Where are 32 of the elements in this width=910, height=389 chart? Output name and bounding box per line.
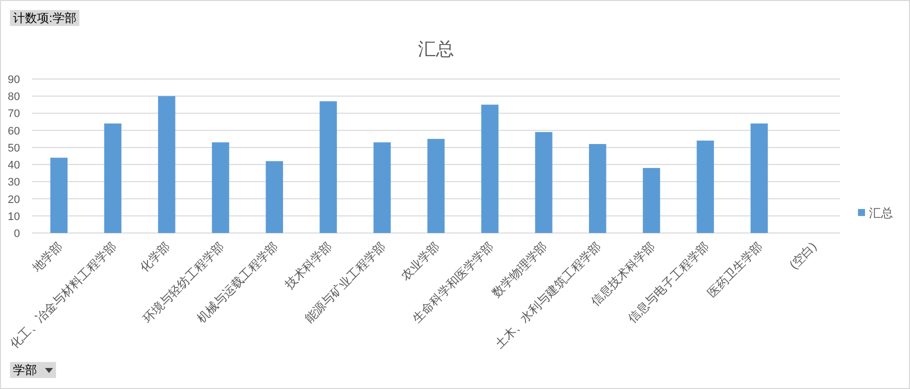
bar [427, 138, 445, 233]
y-tick-label: 30 [8, 176, 20, 189]
chart-title: 汇总 [418, 39, 454, 59]
y-tick-label: 10 [8, 210, 20, 223]
bar [320, 101, 337, 233]
legend-label: 汇总 [869, 206, 893, 220]
x-tick-label: 农业学部 [398, 239, 442, 284]
y-tick-label: 70 [8, 108, 20, 120]
bar [50, 158, 68, 233]
y-tick-label: 40 [8, 160, 20, 172]
text: 学部 [13, 363, 37, 377]
x-tick-label: 地学部 [28, 239, 66, 276]
bar [266, 161, 284, 233]
bar [158, 96, 176, 233]
y-tick-label: 20 [8, 194, 20, 206]
x-tick-label: (空白) [786, 239, 820, 272]
bar [104, 123, 122, 233]
bar [535, 132, 552, 233]
bar [481, 104, 498, 233]
y-tick-label: 80 [8, 91, 20, 104]
y-tick-label: 60 [8, 125, 20, 138]
bar [374, 142, 391, 233]
text: 计数项:学部 [13, 11, 76, 25]
bar [696, 140, 714, 233]
bar [212, 142, 230, 233]
y-tick-label: 0 [14, 228, 20, 240]
bar [642, 168, 660, 233]
bar [588, 144, 606, 233]
y-tick-label: 90 [8, 74, 20, 86]
x-tick-label: 化学部 [137, 239, 173, 275]
y-tick-label: 50 [8, 142, 20, 154]
bar [750, 123, 768, 233]
